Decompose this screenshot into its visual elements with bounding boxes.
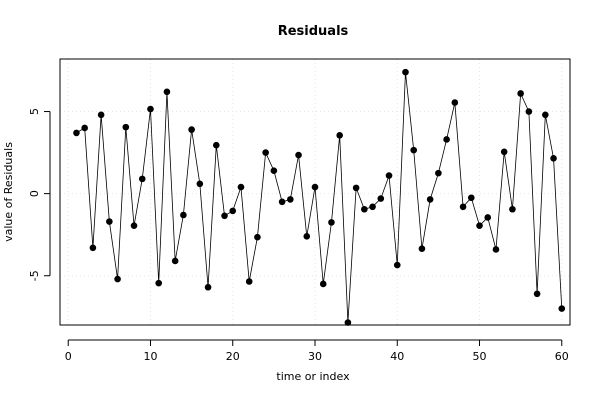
chart-title: Residuals: [278, 24, 349, 39]
residual-point: [229, 207, 237, 215]
x-axis: 0 10 20 30 40 50 60: [65, 339, 569, 363]
x-tick-label: 0: [65, 350, 72, 363]
residual-point: [509, 205, 516, 213]
residual-point: [130, 222, 138, 229]
residual-point: [402, 68, 409, 76]
residual-point: [435, 169, 442, 177]
x-tick-label: 50: [473, 350, 487, 363]
residual-point: [204, 283, 212, 291]
x-tick-label: 40: [390, 350, 404, 363]
residual-point: [278, 198, 286, 206]
residual-point: [336, 132, 343, 139]
residual-point: [254, 233, 261, 241]
residual-point: [361, 205, 368, 213]
residual-points: [73, 68, 566, 326]
residual-point: [180, 211, 187, 219]
residual-point: [188, 126, 195, 133]
residual-point: [492, 246, 500, 253]
y-tick-label: 5: [28, 108, 41, 115]
residual-point: [97, 111, 105, 119]
residual-point: [525, 108, 533, 115]
residual-point: [558, 305, 566, 312]
residual-point: [106, 218, 113, 225]
residual-point: [328, 219, 335, 226]
residual-point: [138, 175, 146, 183]
residual-point: [426, 196, 434, 203]
residual-point: [270, 167, 278, 174]
x-tick-label: 60: [555, 350, 569, 363]
residual-point: [287, 196, 294, 203]
residual-point: [295, 151, 302, 159]
residual-point: [451, 99, 459, 106]
residual-point: [410, 146, 418, 154]
residual-point: [319, 280, 327, 288]
x-tick-label: 10: [143, 350, 157, 363]
x-tick-label: 20: [226, 350, 240, 363]
residual-point: [533, 290, 541, 298]
x-tick-label: 30: [308, 350, 322, 363]
residual-point: [89, 244, 97, 252]
residual-point: [550, 155, 557, 162]
residual-point: [369, 203, 376, 211]
residual-point: [221, 212, 228, 220]
plot-frame: [59, 58, 571, 326]
residual-point: [122, 123, 130, 131]
residual-point: [542, 111, 549, 119]
residual-point: [443, 136, 450, 143]
residual-point: [385, 172, 393, 179]
residual-point: [155, 279, 163, 287]
y-axis: -5 0 5: [28, 108, 51, 281]
residual-point: [212, 141, 220, 149]
residual-point: [262, 149, 269, 156]
residual-point: [500, 148, 508, 156]
residual-point: [393, 261, 401, 269]
residual-point: [476, 222, 483, 229]
residual-point: [147, 105, 154, 113]
residual-point: [245, 278, 253, 285]
residual-point: [237, 183, 245, 191]
residual-point: [484, 214, 492, 221]
residual-point: [163, 88, 171, 96]
grid-lines: [60, 59, 570, 325]
residual-point: [171, 257, 179, 265]
y-tick-label: 0: [28, 190, 41, 197]
residual-point: [418, 245, 426, 252]
residual-point: [352, 184, 360, 192]
residual-point: [459, 203, 467, 211]
residual-point: [311, 183, 319, 191]
residual-point: [196, 180, 204, 188]
residual-point: [73, 129, 80, 137]
residual-point: [344, 319, 352, 326]
residual-point: [114, 275, 121, 283]
y-axis-label: value of Residuals: [2, 142, 15, 242]
residual-point: [467, 194, 475, 202]
y-tick-label: -5: [28, 270, 41, 281]
x-axis-label: time or index: [276, 370, 350, 383]
residual-point: [377, 195, 385, 202]
residual-point: [81, 124, 88, 132]
residual-point: [303, 233, 311, 240]
residual-point: [517, 90, 524, 97]
